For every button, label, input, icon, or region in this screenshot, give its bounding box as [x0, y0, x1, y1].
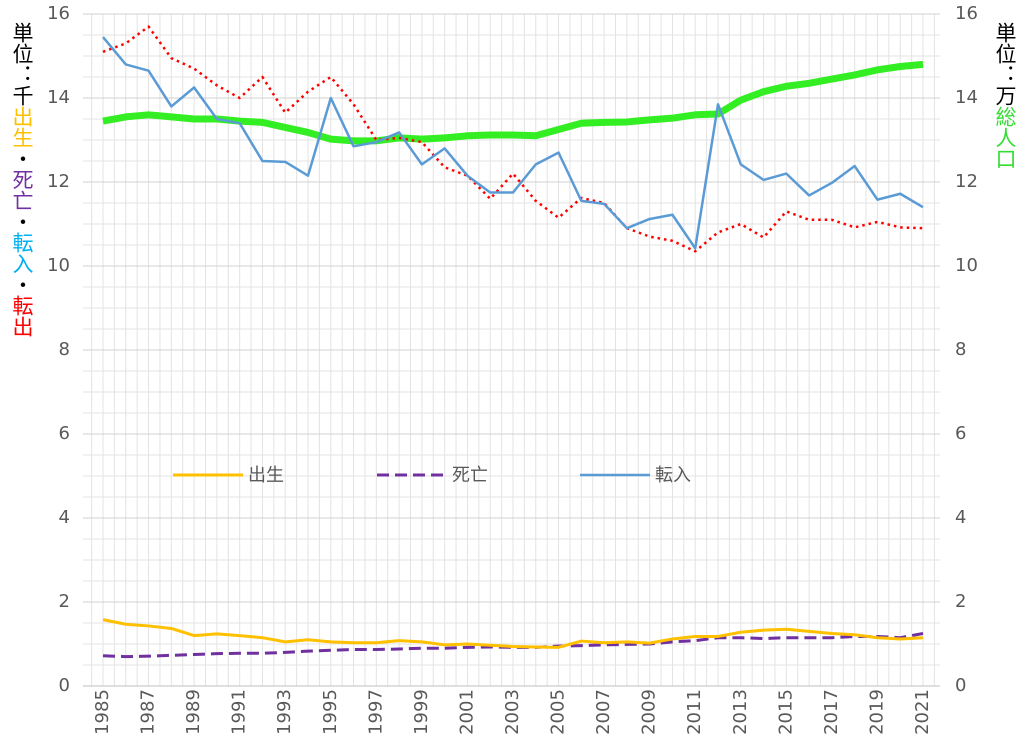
- x-tick-label: 2001: [456, 689, 477, 735]
- y2-tick-label: 16: [955, 3, 978, 24]
- axis-label-part: 単位：千: [10, 22, 34, 106]
- y-tick-label: 4: [59, 507, 70, 528]
- axis-label-part: 転入: [10, 232, 34, 274]
- x-tick-label: 2019: [866, 689, 887, 735]
- series-line: [102, 618, 924, 649]
- axis-label-part: ・: [10, 211, 34, 232]
- x-tick-label: 1997: [365, 689, 386, 735]
- axis-label-part: 単位：万: [993, 22, 1017, 106]
- y-tick-label: 6: [59, 423, 70, 444]
- axis-label-part: 死亡: [10, 169, 34, 211]
- y2-tick-label: 14: [955, 87, 978, 108]
- x-tick-label: 2013: [730, 689, 751, 735]
- x-tick-label: 1991: [229, 689, 250, 735]
- x-tick-label: 1987: [138, 689, 159, 735]
- y2-tick-label: 12: [955, 171, 978, 192]
- x-tick-label: 1985: [92, 689, 113, 735]
- y-tick-label: 10: [47, 255, 70, 276]
- x-tick-label: 2007: [593, 689, 614, 735]
- y-tick-label: 14: [47, 87, 70, 108]
- y2-tick-label: 8: [955, 339, 966, 360]
- legend-label: 出生: [248, 465, 284, 486]
- x-tick-label: 2003: [502, 689, 523, 735]
- series-line: [102, 632, 924, 659]
- series-line: [102, 60, 924, 145]
- y-axis-label: 単位：千出生・死亡・転入・転出: [10, 22, 34, 337]
- y2-tick-label: 4: [955, 507, 966, 528]
- axis-label-part: 総人口: [993, 106, 1017, 169]
- y-tick-label: 0: [59, 675, 70, 696]
- x-tick-label: 2021: [912, 689, 933, 735]
- x-tick-label: 1993: [274, 689, 295, 735]
- x-tick-label: 2017: [821, 689, 842, 735]
- x-tick-label: 2015: [775, 689, 796, 735]
- x-tick-label: 1995: [320, 689, 341, 735]
- y2-tick-label: 10: [955, 255, 978, 276]
- y-tick-label: 2: [59, 591, 70, 612]
- y2-tick-label: 6: [955, 423, 966, 444]
- axis-label-part: 転出: [10, 295, 34, 337]
- x-tick-label: 1999: [411, 689, 432, 735]
- x-tick-label: 1989: [183, 689, 204, 735]
- x-tick-label: 2011: [684, 689, 705, 735]
- x-tick-label: 2005: [548, 689, 569, 735]
- legend-label: 転入: [655, 465, 691, 486]
- y-tick-label: 8: [59, 339, 70, 360]
- legend-label: 死亡: [452, 465, 488, 486]
- y-tick-label: 16: [47, 3, 70, 24]
- series-line: [102, 25, 924, 253]
- axis-label-part: ・: [10, 274, 34, 295]
- axis-label-part: ・: [10, 148, 34, 169]
- y2-tick-label: 0: [955, 675, 966, 696]
- x-tick-label: 2009: [639, 689, 660, 735]
- axis-label-part: 出生: [10, 106, 34, 148]
- series-line: [102, 36, 924, 250]
- y-tick-label: 12: [47, 171, 70, 192]
- y2-tick-label: 2: [955, 591, 966, 612]
- y2-axis-label: 単位：万総人口: [993, 22, 1017, 169]
